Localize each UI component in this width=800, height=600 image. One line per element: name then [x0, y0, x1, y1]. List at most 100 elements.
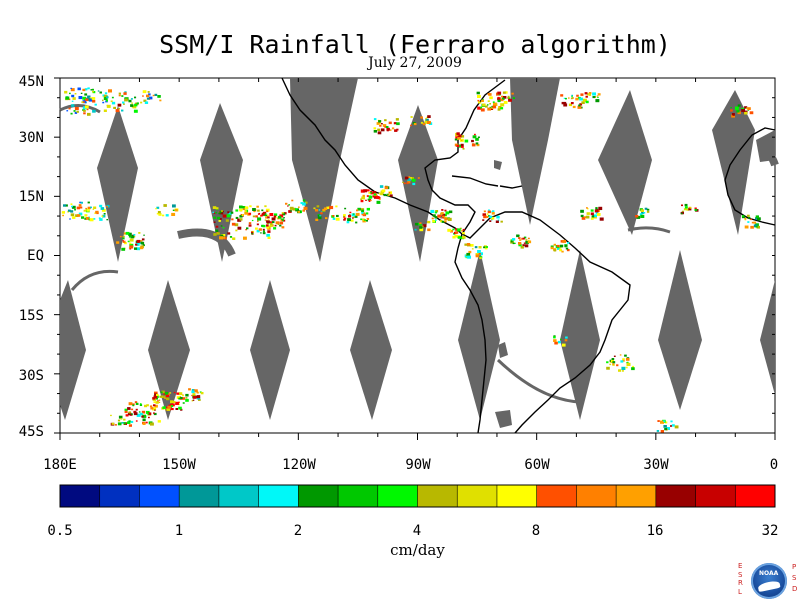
rain-pixel [572, 105, 576, 109]
rain-pixel [92, 100, 96, 103]
rain-pixel [130, 235, 135, 239]
rain-pixel [243, 236, 247, 240]
lat-label-eq: EQ [27, 248, 44, 264]
rain-pixel [366, 195, 369, 197]
rain-pixel [302, 202, 306, 206]
rain-pixel [516, 234, 520, 238]
rain-pixel [387, 194, 390, 196]
rain-pixel [175, 408, 178, 410]
rain-pixel [282, 219, 286, 222]
rain-pixel [422, 123, 426, 126]
rain-pixel [226, 214, 231, 218]
rain-pixel [744, 225, 749, 229]
rain-pixel [218, 212, 221, 215]
rain-pixel [86, 209, 90, 212]
rain-pixel [134, 96, 137, 99]
rain-pixel [520, 246, 524, 249]
rain-pixel [407, 178, 411, 182]
rain-pixel [85, 217, 90, 220]
rain-pixel [127, 407, 131, 410]
rain-pixel [249, 205, 252, 208]
rain-pixel [244, 206, 249, 210]
rain-pixel [455, 136, 458, 139]
rain-pixel [166, 406, 169, 409]
rain-pixel [444, 220, 447, 223]
rain-pixel [567, 242, 570, 244]
colorbar-swatch [99, 485, 140, 507]
rain-pixel [492, 210, 495, 213]
rain-pixel [622, 358, 625, 361]
rain-pixel [158, 401, 161, 403]
rain-pixel [95, 210, 99, 214]
rain-pixel [94, 103, 97, 106]
rain-pixel [362, 218, 365, 221]
rain-pixel [468, 250, 472, 254]
rain-pixel [102, 101, 105, 104]
rain-pixel [586, 207, 588, 209]
rain-pixel [498, 106, 502, 109]
rain-pixel [315, 218, 319, 221]
rain-pixel [346, 221, 350, 224]
rain-pixel [352, 217, 354, 219]
rain-pixel [317, 215, 320, 217]
rain-pixel [444, 214, 447, 217]
rain-pixel [461, 230, 463, 232]
rain-pixel [572, 97, 574, 99]
rain-pixel [550, 246, 554, 250]
rain-pixel [360, 198, 362, 200]
rain-pixel [200, 392, 204, 395]
rain-pixel [373, 191, 377, 194]
rain-pixel [581, 101, 585, 104]
rain-pixel [83, 112, 86, 115]
rain-pixel [503, 101, 508, 104]
rain-pixel [564, 339, 568, 342]
rain-pixel [477, 106, 482, 110]
rain-pixel [237, 218, 242, 222]
swath-arc [627, 226, 671, 234]
rain-pixel [215, 225, 219, 228]
rain-pixel [497, 97, 501, 101]
swath-gap [350, 280, 392, 420]
rain-pixel [179, 396, 183, 400]
rain-pixel [142, 95, 144, 97]
swath-gap [250, 280, 290, 420]
rain-pixel [129, 245, 134, 249]
rain-pixel [264, 205, 267, 208]
rain-pixel [130, 98, 133, 100]
rain-pixel [613, 355, 616, 357]
rain-pixel [643, 212, 646, 214]
rain-pixel [147, 412, 152, 416]
rain-pixel [142, 244, 145, 247]
rain-pixel [176, 392, 180, 395]
rain-pixel [751, 221, 754, 224]
rain-pixel [686, 208, 690, 211]
rain-pixel [146, 97, 150, 100]
colorbar-swatch [179, 485, 220, 507]
rain-pixel [124, 410, 128, 414]
rain-pixel [122, 235, 125, 238]
rain-pixel [556, 244, 560, 248]
rain-pixel [564, 101, 567, 104]
rain-pixel [135, 243, 138, 246]
swath-gap [148, 280, 190, 420]
rain-pixel [82, 106, 87, 110]
rain-pixel [434, 216, 438, 219]
rain-pixel [477, 99, 480, 102]
rain-pixel [136, 247, 141, 251]
rain-pixel [269, 221, 273, 224]
rain-pixel [80, 92, 83, 94]
rain-pixel [103, 96, 108, 100]
rain-pixel [365, 199, 367, 201]
rain-pixel [427, 115, 431, 118]
rain-pixel [660, 430, 664, 433]
rain-pixel [260, 214, 263, 217]
rain-pixel [683, 208, 687, 211]
colorbar-tick-label: 32 [761, 523, 779, 539]
rain-pixel [84, 88, 88, 91]
rain-pixel [597, 96, 599, 98]
rain-pixel [471, 139, 474, 143]
lon-label-120w: 120W [282, 457, 316, 473]
rain-pixel [553, 335, 556, 338]
rain-pixel [479, 252, 483, 256]
